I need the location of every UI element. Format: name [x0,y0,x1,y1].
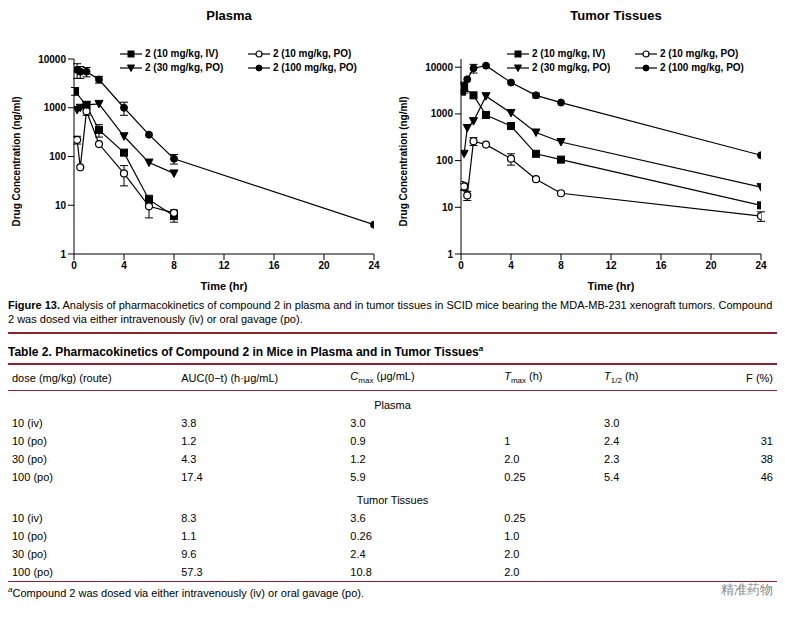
html-text:5.9: 5.9 [350,471,366,484]
svg-text:4: 4 [508,260,514,271]
html-text:2 (100 mg/kg, PO): 2 (100 mg/kg, PO) [273,62,357,73]
html-text:46: 46 [760,471,773,484]
html-text:30 (po): 30 (po) [12,453,47,466]
html-text:Tumor Tissues: Tumor Tissues [356,494,429,507]
html-text:Plasma: Plasma [206,8,252,23]
html-text:1.0: 1.0 [504,530,520,543]
svg-text:20: 20 [318,260,330,271]
html-text:2.4: 2.4 [604,435,620,448]
svg-text:24: 24 [368,260,380,271]
html-text:Plasma: Plasma [374,399,411,412]
svg-text:0: 0 [71,260,77,271]
html-text:F (%): F (%) [746,371,773,384]
svg-text:20: 20 [705,260,717,271]
svg-text:1000: 1000 [44,102,67,113]
html-text:2 (10 mg/kg, IV): 2 (10 mg/kg, IV) [145,48,219,59]
html-text:Tumor Tissues: Tumor Tissues [570,8,662,23]
html-text:Figure 13. Analysis of pharmac: Figure 13. Analysis of pharmacokinetics … [8,299,773,325]
svg-text:10000: 10000 [38,54,66,65]
svg-text:16: 16 [268,260,280,271]
svg-text:12: 12 [218,260,230,271]
html-text:38: 38 [760,453,773,466]
svg-text:10000: 10000 [425,62,453,73]
html-text:9.6: 9.6 [181,548,197,561]
svg-text:100: 100 [436,155,453,166]
html-text:10 (po): 10 (po) [12,530,47,543]
html-text:0.25: 0.25 [504,512,526,525]
html-text:10 (iv): 10 (iv) [12,512,43,525]
html-text:2 (10 mg/kg, IV): 2 (10 mg/kg, IV) [532,48,606,59]
html-text:T1/2(h): T1/2(h) [604,370,639,386]
html-text:3.0: 3.0 [350,417,366,430]
svg-text:12: 12 [605,260,617,271]
html-text:100 (po): 100 (po) [12,471,53,484]
html-text:3.8: 3.8 [181,417,197,430]
html-text:Table 2. Pharmacokinetics of C: Table 2. Pharmacokinetics of Compound 2 … [8,344,484,359]
html-text:aCompound 2 was dosed via eith: aCompound 2 was dosed via either intrave… [8,585,364,599]
html-text:100 (po): 100 (po) [12,566,53,579]
svg-text:Time (hr): Time (hr) [201,280,248,292]
html-text:2 (30 mg/kg, PO): 2 (30 mg/kg, PO) [145,62,224,73]
html-text:0.26: 0.26 [350,530,372,543]
html-text:5.4: 5.4 [604,471,620,484]
html-text:3.0: 3.0 [604,417,620,430]
html-text:2.4: 2.4 [350,548,366,561]
svg-text:1: 1 [60,249,66,260]
svg-text:4: 4 [121,260,127,271]
html-text:57.3: 57.3 [181,566,203,579]
html-text:10.8: 10.8 [350,566,372,579]
html-text:精准药物: 精准药物 [721,582,773,598]
html-text:1.2: 1.2 [181,435,197,448]
html-text:2 (100 mg/kg, PO): 2 (100 mg/kg, PO) [660,62,744,73]
html-text:1.1: 1.1 [181,530,197,543]
html-text:31: 31 [760,435,773,448]
html-text:AUC(0−t) (h·μg/mL): AUC(0−t) (h·μg/mL) [181,371,279,384]
html-text:2 (10 mg/kg, PO): 2 (10 mg/kg, PO) [273,48,352,59]
html-text:1: 1 [504,435,511,448]
html-text:Cmax(μg/mL): Cmax(μg/mL) [350,370,415,386]
svg-text:1000: 1000 [431,108,454,119]
html-text:3.6: 3.6 [350,512,366,525]
svg-text:10: 10 [55,200,67,211]
svg-text:16: 16 [655,260,667,271]
svg-text:100: 100 [49,151,66,162]
html-text:0.9: 0.9 [350,435,366,448]
svg-text:1: 1 [447,249,453,260]
svg-text:Time (hr): Time (hr) [588,280,635,292]
svg-text:8: 8 [558,260,564,271]
html-text:10 (iv): 10 (iv) [12,417,43,430]
html-text:4.3: 4.3 [181,453,197,466]
html-text:2.0: 2.0 [504,566,520,579]
svg-text:24: 24 [755,260,767,271]
html-text:2.0: 2.0 [504,548,520,561]
html-text:Tmax(h): Tmax(h) [504,370,543,386]
html-text:1.2: 1.2 [350,453,366,466]
html-text:2 (10 mg/kg, PO): 2 (10 mg/kg, PO) [660,48,739,59]
html-text:30 (po): 30 (po) [12,548,47,561]
svg-text:Drug Concentration (ng/ml): Drug Concentration (ng/ml) [11,97,22,227]
html-text:8.3: 8.3 [181,512,197,525]
svg-text:Drug Concentration (ng/ml): Drug Concentration (ng/ml) [398,97,409,227]
html-text:10 (po): 10 (po) [12,435,47,448]
svg-text:8: 8 [171,260,177,271]
html-text:2.0: 2.0 [504,453,520,466]
html-text:2.3: 2.3 [604,453,620,466]
html-text:0.25: 0.25 [504,471,526,484]
svg-text:0: 0 [458,260,464,271]
html-text:2 (30 mg/kg, PO): 2 (30 mg/kg, PO) [532,62,611,73]
html-text:dose (mg/kg) (route): dose (mg/kg) (route) [12,371,112,384]
html-text:17.4: 17.4 [181,471,203,484]
svg-text:10: 10 [442,202,454,213]
